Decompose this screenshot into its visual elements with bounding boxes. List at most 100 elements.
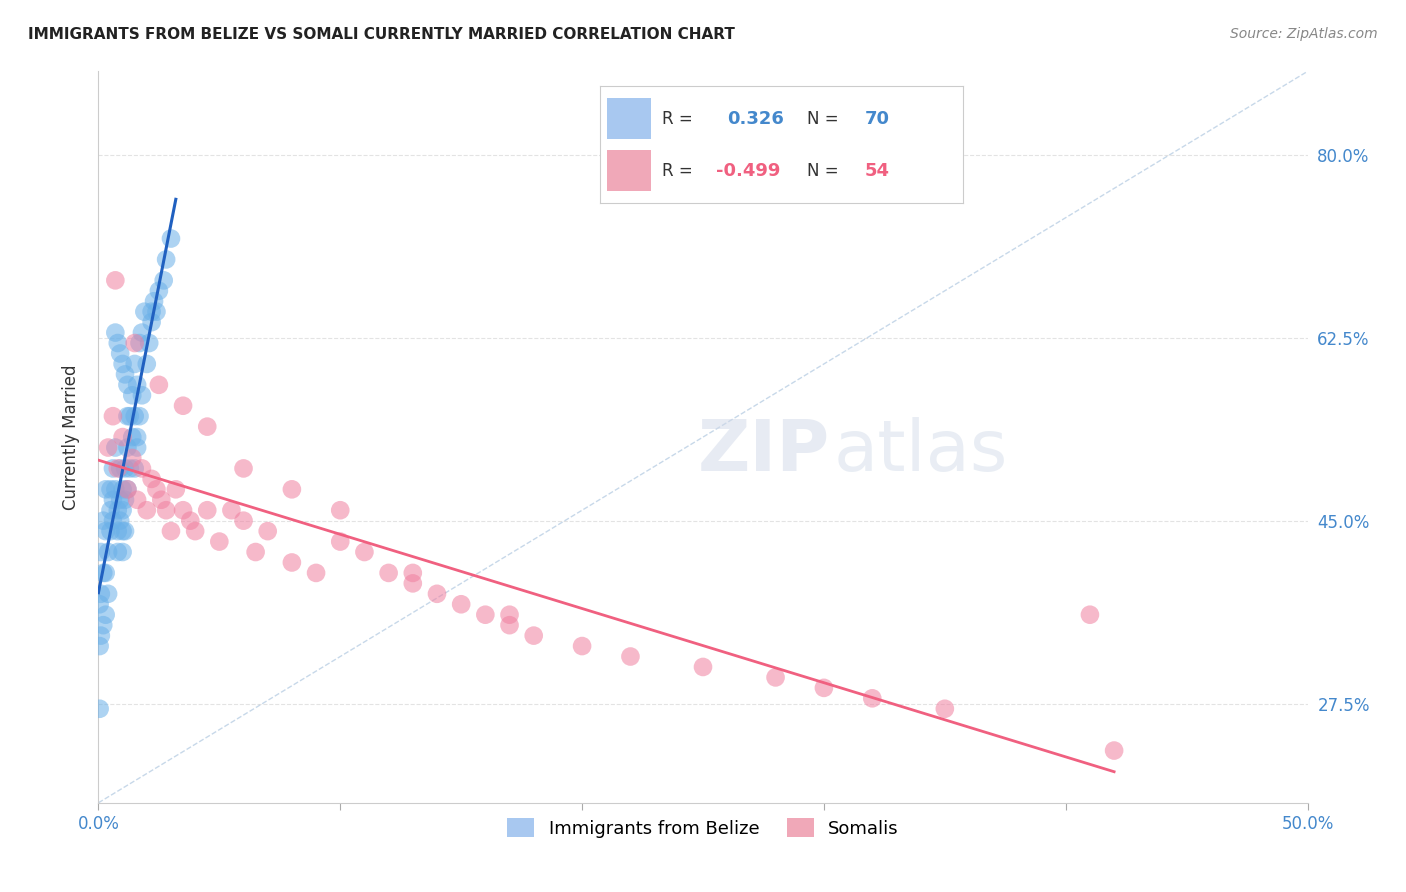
Point bbox=[329, 503, 352, 517]
Point bbox=[474, 607, 496, 622]
Point bbox=[765, 670, 787, 684]
Point bbox=[195, 419, 218, 434]
Point bbox=[498, 618, 520, 632]
Point bbox=[256, 524, 278, 538]
Point bbox=[108, 461, 131, 475]
Point bbox=[813, 681, 835, 695]
Point bbox=[117, 483, 139, 497]
Point bbox=[114, 368, 136, 382]
Point bbox=[571, 639, 593, 653]
Point bbox=[124, 461, 146, 475]
Text: IMMIGRANTS FROM BELIZE VS SOMALI CURRENTLY MARRIED CORRELATION CHART: IMMIGRANTS FROM BELIZE VS SOMALI CURRENT… bbox=[28, 27, 735, 42]
Point bbox=[111, 545, 134, 559]
Point bbox=[498, 607, 520, 622]
Point bbox=[89, 597, 111, 611]
Point bbox=[221, 503, 243, 517]
Point bbox=[108, 492, 131, 507]
Point bbox=[117, 441, 139, 455]
Point bbox=[1078, 607, 1101, 622]
Point bbox=[100, 524, 122, 538]
Point bbox=[101, 461, 124, 475]
Point bbox=[89, 702, 111, 716]
Point bbox=[172, 399, 194, 413]
Text: Source: ZipAtlas.com: Source: ZipAtlas.com bbox=[1230, 27, 1378, 41]
Point bbox=[127, 430, 149, 444]
Point bbox=[107, 524, 129, 538]
Point bbox=[101, 409, 124, 424]
Point bbox=[172, 503, 194, 517]
Point bbox=[281, 556, 304, 570]
Point bbox=[131, 326, 153, 340]
Point bbox=[91, 514, 114, 528]
Point bbox=[97, 587, 120, 601]
Point bbox=[107, 545, 129, 559]
Point bbox=[128, 409, 150, 424]
Point bbox=[108, 346, 131, 360]
Point bbox=[1102, 743, 1125, 757]
Point bbox=[111, 430, 134, 444]
Point bbox=[90, 545, 112, 559]
Point bbox=[165, 483, 187, 497]
Point bbox=[127, 492, 149, 507]
Point bbox=[104, 483, 127, 497]
Point bbox=[160, 231, 183, 245]
Point bbox=[934, 702, 956, 716]
Point bbox=[111, 357, 134, 371]
Point bbox=[860, 691, 883, 706]
Point bbox=[160, 524, 183, 538]
Text: ZIP: ZIP bbox=[697, 417, 830, 486]
Point bbox=[135, 357, 157, 371]
Point bbox=[141, 472, 163, 486]
Point bbox=[124, 409, 146, 424]
Point bbox=[117, 409, 139, 424]
Point bbox=[90, 587, 112, 601]
Point bbox=[305, 566, 328, 580]
Point bbox=[121, 430, 143, 444]
Point bbox=[101, 514, 124, 528]
Point bbox=[90, 629, 112, 643]
Point bbox=[148, 284, 170, 298]
Point bbox=[100, 503, 122, 517]
Point bbox=[195, 503, 218, 517]
Point bbox=[179, 514, 201, 528]
Point bbox=[152, 273, 174, 287]
Legend: Immigrants from Belize, Somalis: Immigrants from Belize, Somalis bbox=[501, 811, 905, 845]
Point bbox=[91, 618, 114, 632]
Point bbox=[134, 304, 156, 318]
Point bbox=[619, 649, 641, 664]
Point bbox=[402, 576, 425, 591]
Point bbox=[97, 441, 120, 455]
Point bbox=[111, 524, 134, 538]
Point bbox=[104, 326, 127, 340]
Point bbox=[148, 377, 170, 392]
Point bbox=[232, 461, 254, 475]
Point bbox=[402, 566, 425, 580]
Point bbox=[94, 483, 117, 497]
Point bbox=[91, 566, 114, 580]
Point bbox=[353, 545, 375, 559]
Point bbox=[184, 524, 207, 538]
Point bbox=[450, 597, 472, 611]
Point bbox=[692, 660, 714, 674]
Point bbox=[117, 483, 139, 497]
Point bbox=[131, 461, 153, 475]
Point bbox=[104, 441, 127, 455]
Point bbox=[89, 639, 111, 653]
Point bbox=[245, 545, 267, 559]
Text: atlas: atlas bbox=[834, 417, 1008, 486]
Point bbox=[121, 388, 143, 402]
Point bbox=[150, 492, 173, 507]
Point bbox=[111, 483, 134, 497]
Point bbox=[107, 336, 129, 351]
Point bbox=[143, 294, 166, 309]
Point bbox=[118, 409, 141, 424]
Point bbox=[141, 304, 163, 318]
Point bbox=[107, 503, 129, 517]
Point bbox=[111, 503, 134, 517]
Point bbox=[114, 524, 136, 538]
Point bbox=[377, 566, 399, 580]
Point bbox=[128, 336, 150, 351]
Point bbox=[121, 450, 143, 465]
Point bbox=[94, 566, 117, 580]
Point bbox=[114, 461, 136, 475]
